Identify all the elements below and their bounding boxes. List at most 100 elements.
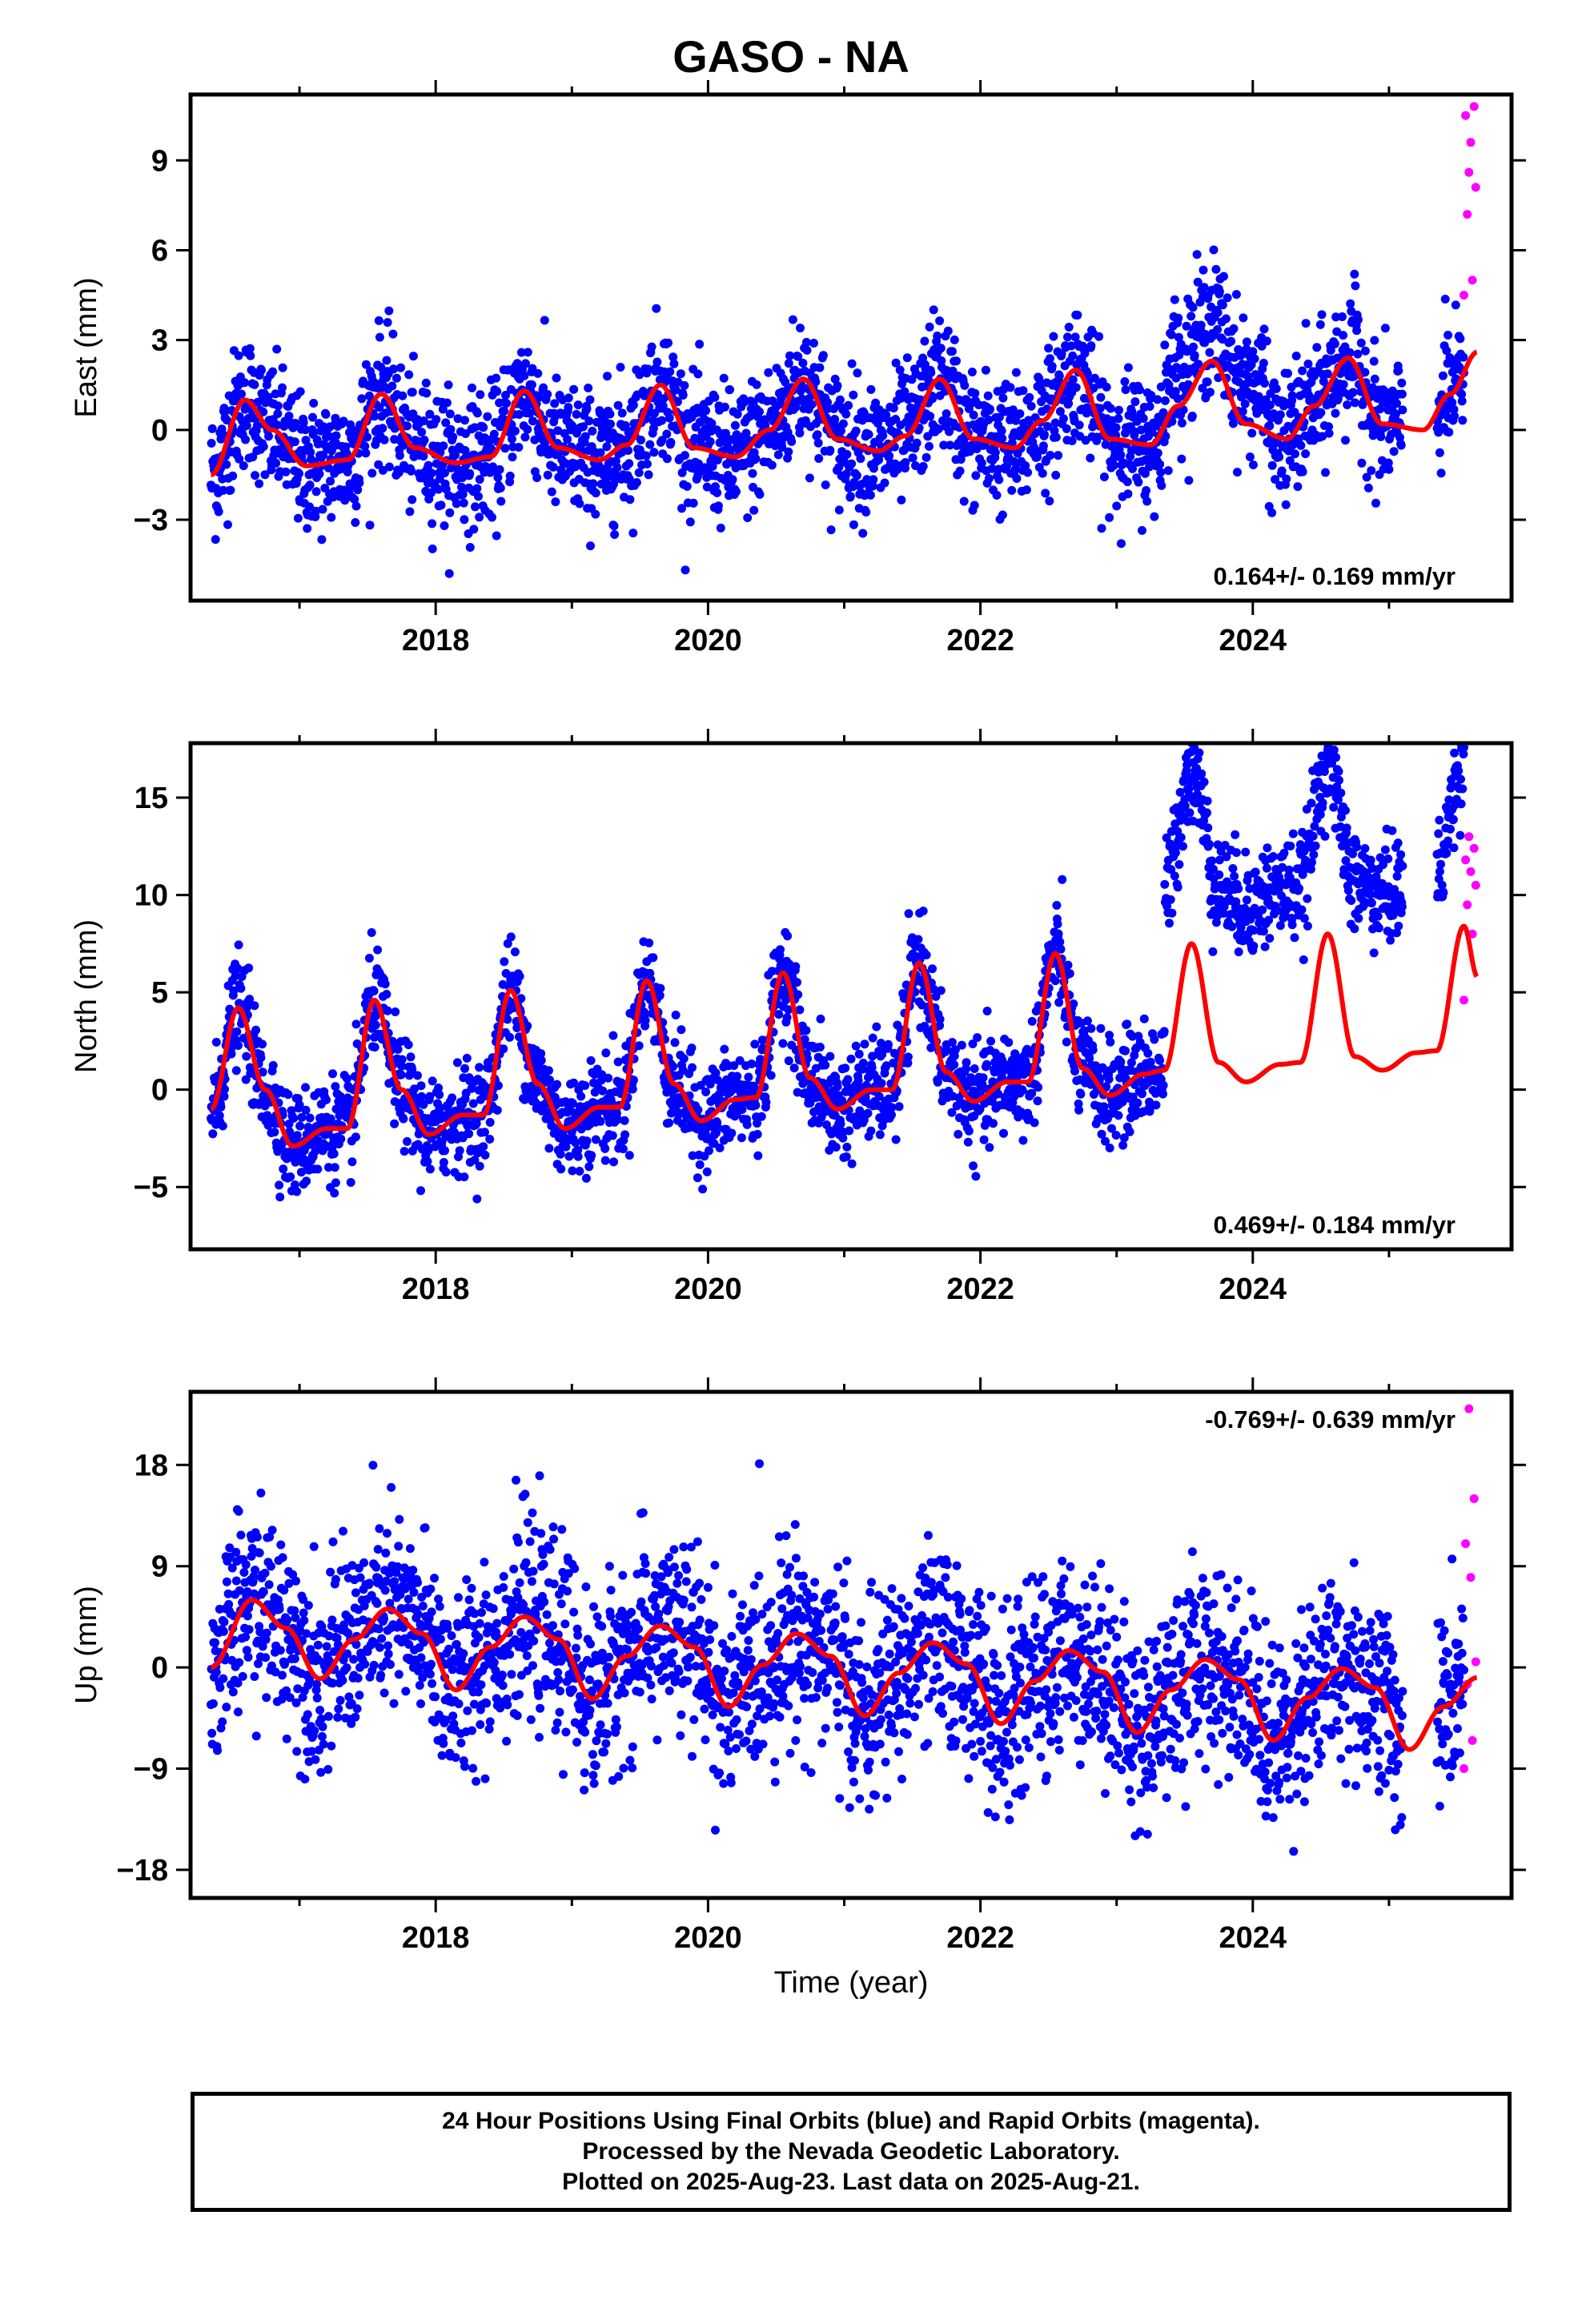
data-point	[698, 1184, 708, 1194]
data-point	[666, 437, 676, 447]
data-point	[693, 1173, 702, 1183]
data-point	[363, 432, 372, 442]
data-point	[396, 363, 405, 372]
data-point	[954, 1129, 963, 1139]
data-point	[1394, 366, 1403, 376]
data-point	[343, 467, 352, 476]
data-point	[957, 1040, 966, 1050]
data-point	[861, 508, 871, 517]
data-point	[496, 497, 506, 506]
data-point	[837, 426, 845, 436]
data-point	[379, 435, 389, 444]
data-point	[1145, 402, 1154, 411]
data-point	[424, 1146, 433, 1156]
data-point	[695, 340, 705, 349]
data-point	[644, 939, 654, 947]
data-point	[1231, 830, 1240, 839]
data-point	[321, 409, 331, 419]
data-point	[394, 468, 404, 477]
data-point	[581, 1173, 591, 1183]
data-point	[811, 377, 821, 387]
x-tick-label: 2022	[946, 624, 1014, 657]
data-point	[1130, 430, 1139, 440]
data-point	[781, 377, 790, 387]
data-point	[472, 484, 482, 493]
data-point	[295, 387, 305, 396]
data-point	[425, 1164, 435, 1174]
data-point	[901, 458, 910, 467]
data-point	[536, 1049, 546, 1059]
data-point	[861, 1093, 870, 1103]
data-point	[608, 1131, 617, 1140]
data-point	[1196, 320, 1206, 330]
data-point	[587, 1151, 596, 1160]
data-point	[715, 1143, 725, 1152]
data-point	[1443, 331, 1453, 340]
data-point	[970, 1064, 979, 1073]
data-point	[471, 502, 480, 512]
data-point	[971, 471, 981, 480]
data-point	[791, 962, 801, 971]
data-point	[455, 1146, 464, 1156]
data-point	[1086, 453, 1095, 463]
data-point	[1140, 468, 1150, 478]
data-point	[297, 1112, 307, 1122]
data-point	[1375, 404, 1385, 414]
data-point	[1275, 452, 1284, 462]
data-point	[711, 1068, 721, 1078]
data-point	[1166, 895, 1175, 904]
data-point	[1107, 1124, 1116, 1133]
data-point	[351, 501, 361, 511]
data-point	[236, 983, 246, 993]
data-point	[382, 356, 391, 365]
data-point	[389, 364, 398, 374]
data-point	[543, 389, 552, 399]
data-point	[1209, 245, 1219, 255]
data-point	[1287, 391, 1297, 400]
data-point	[251, 1025, 261, 1035]
data-point	[856, 454, 865, 464]
data-point	[410, 1084, 419, 1094]
data-point	[742, 1120, 752, 1129]
data-point	[969, 1161, 978, 1171]
data-point	[880, 478, 889, 488]
data-point	[460, 1172, 469, 1182]
data-point	[351, 1132, 360, 1142]
data-point	[652, 357, 662, 367]
data-point	[1371, 498, 1380, 508]
data-point	[950, 1045, 960, 1055]
data-point	[440, 468, 449, 477]
data-point	[1097, 524, 1106, 533]
data-point	[216, 1102, 226, 1112]
data-point	[884, 1039, 893, 1049]
data-point	[945, 427, 954, 436]
data-point	[1082, 369, 1092, 378]
data-point	[1082, 1016, 1092, 1026]
data-point	[493, 1081, 503, 1091]
data-point	[891, 415, 901, 424]
data-point	[1062, 1037, 1071, 1047]
data-point	[1156, 468, 1166, 477]
data-point	[807, 400, 817, 409]
data-point	[480, 1081, 489, 1090]
data-point	[444, 569, 454, 578]
data-point	[1045, 497, 1054, 506]
data-point	[865, 490, 875, 500]
data-point	[1275, 410, 1285, 420]
data-point	[1138, 414, 1148, 423]
data-point	[841, 1063, 850, 1073]
data-point	[644, 470, 653, 480]
data-point	[900, 387, 909, 396]
data-point	[1142, 486, 1151, 495]
data-point	[1027, 1016, 1037, 1026]
data-point	[1440, 295, 1450, 304]
data-point	[1389, 447, 1399, 456]
data-point	[842, 1142, 852, 1152]
data-point	[1067, 436, 1077, 445]
data-point	[295, 468, 303, 478]
data-point	[1346, 299, 1355, 308]
data-point	[207, 439, 216, 448]
data-point	[1392, 399, 1401, 408]
data-point	[351, 1019, 361, 1029]
data-point	[737, 1133, 746, 1143]
